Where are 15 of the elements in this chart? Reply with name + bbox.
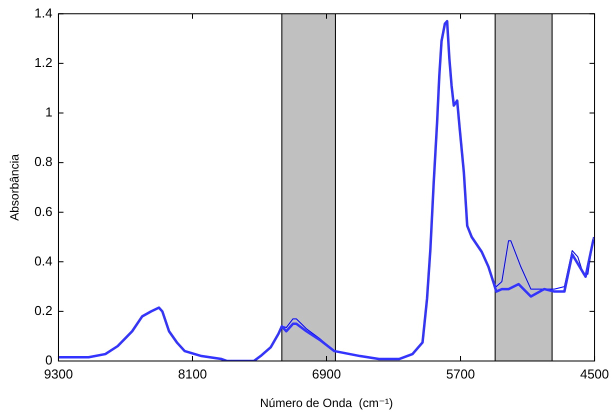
y-tick-label: 0 bbox=[45, 352, 52, 368]
y-axis-title: Absorbância bbox=[8, 154, 22, 221]
x-tick-label: 6900 bbox=[312, 366, 341, 382]
x-tick-label: 9300 bbox=[44, 366, 73, 382]
x-tick-label: 5700 bbox=[446, 366, 475, 382]
y-tick-label: 1 bbox=[45, 104, 52, 120]
y-tick-label: 1.2 bbox=[34, 54, 52, 70]
y-tick-label: 0.8 bbox=[34, 154, 52, 170]
x-tick-label: 4500 bbox=[580, 366, 609, 382]
y-tick-label: 1.4 bbox=[34, 5, 52, 20]
x-tick-label: 8100 bbox=[178, 366, 207, 382]
x-axis-title: Número de Onda (cm⁻¹) bbox=[260, 396, 394, 410]
y-tick-label: 0.6 bbox=[34, 204, 52, 219]
y-tick-label: 0.2 bbox=[34, 302, 52, 318]
y-tick-label: 0.4 bbox=[34, 253, 52, 268]
